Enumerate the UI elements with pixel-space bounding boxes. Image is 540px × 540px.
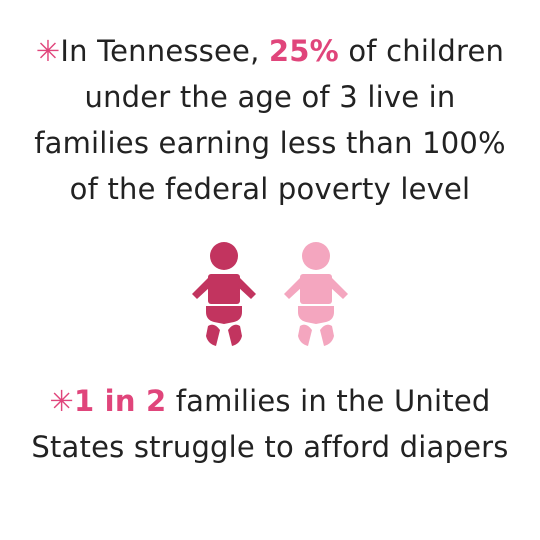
stat-diapers-line-1: ✳1 in 2 families in the United: [0, 378, 540, 424]
stat-diapers-line-2: States struggle to afford diapers: [31, 430, 509, 464]
asterisk-icon: ✳: [49, 384, 74, 418]
stat-poverty-line-1: ✳In Tennessee, 25% of children: [0, 28, 540, 74]
baby-icon: [192, 242, 256, 346]
stat-poverty-line-3: families earning less than 100%: [34, 126, 506, 160]
baby-icons: [0, 238, 540, 348]
stat-diapers: ✳1 in 2 families in the United States st…: [0, 378, 540, 470]
stat-poverty-line-2: under the age of 3 live in: [84, 80, 456, 114]
baby-icon: [284, 242, 348, 346]
stat-poverty-line-4: of the federal poverty level: [69, 172, 471, 206]
asterisk-icon: ✳: [35, 34, 61, 68]
stat-poverty-highlight: 25%: [268, 34, 339, 68]
stat-poverty-prefix: In Tennessee,: [60, 34, 269, 68]
stat-poverty-suffix: of children: [338, 34, 505, 68]
stat-poverty: ✳In Tennessee, 25% of children under the…: [0, 28, 540, 212]
stat-diapers-highlight: 1 in 2: [74, 384, 167, 418]
stat-diapers-suffix: families in the United: [166, 384, 491, 418]
